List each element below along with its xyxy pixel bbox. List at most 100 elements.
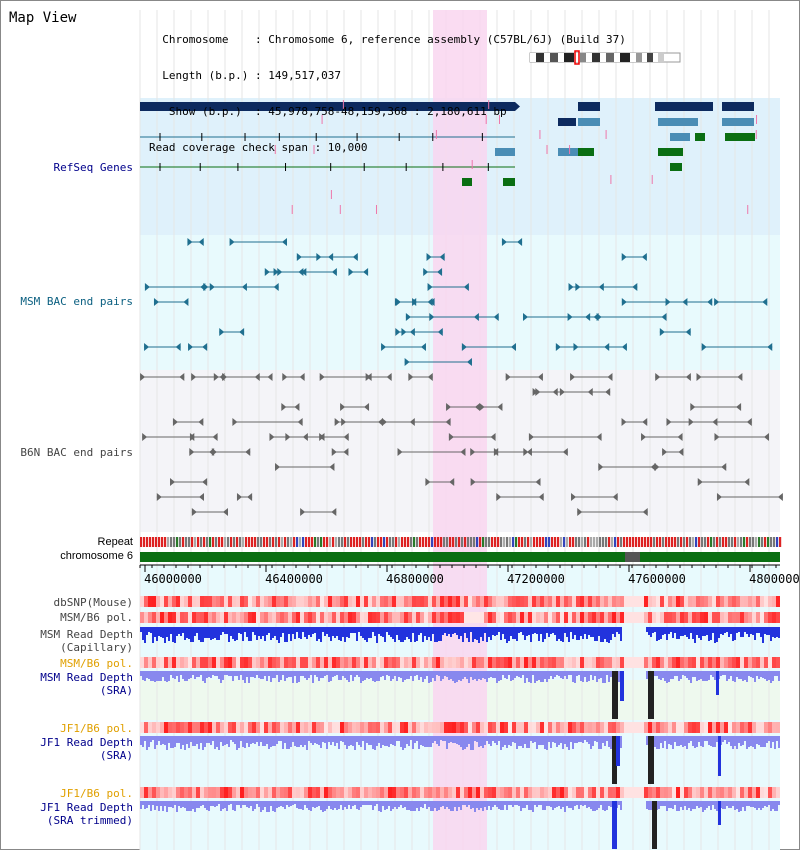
jf1-depth-sra-bar: [428, 736, 430, 747]
msm-depth-sra-bar: [456, 671, 458, 682]
pol-cell: [436, 722, 440, 733]
jf1-depth-trimmed-bar: [176, 801, 178, 812]
pol-cell: [260, 596, 264, 607]
pol-cell: [312, 787, 316, 798]
jf1-depth-trimmed-bar: [676, 801, 678, 811]
repeat-block: [749, 537, 752, 547]
msm-depth-cap-bar: [598, 627, 600, 636]
msm-depth-sra-bar: [596, 671, 598, 682]
pol-cell: [552, 787, 556, 798]
jf1-depth-sra-bar: [748, 736, 750, 747]
msm-depth-sra-bar: [646, 671, 648, 679]
jf1-depth-trimmed-bar: [140, 801, 142, 809]
pol-cell: [720, 596, 724, 607]
jf1-depth-trimmed-bar: [660, 801, 662, 806]
pol-cell: [564, 787, 568, 798]
msm-depth-sra-bar: [582, 671, 584, 682]
pol-cell: [484, 612, 488, 623]
jf1-depth-trimmed-bar: [144, 801, 146, 809]
jf1-depth-sra-bar: [382, 736, 384, 745]
pol-cell: [524, 722, 528, 733]
pol-cell: [680, 612, 684, 623]
jf1-depth-sra-bar: [296, 736, 298, 747]
pol-cell: [700, 657, 704, 668]
jf1-depth-trimmed-bar: [286, 801, 288, 805]
pol-cell: [236, 787, 240, 798]
pol-cell: [620, 787, 624, 798]
pol-cell: [648, 657, 652, 668]
jf1-depth-sra-bar: [280, 736, 282, 741]
track-label-msm-depth-capillary[interactable]: MSM Read Depth (Capillary): [40, 628, 133, 654]
pol-cell: [568, 722, 572, 733]
track-label-jf1-b6-pol-2[interactable]: JF1/B6 pol.: [60, 787, 133, 800]
repeat-block: [380, 537, 383, 547]
pol-cell: [244, 612, 248, 623]
track-label-dbsnp[interactable]: dbSNP(Mouse): [53, 596, 133, 609]
msm-depth-cap-bar: [224, 627, 226, 634]
pol-cell: [484, 722, 488, 733]
pol-cell: [528, 596, 532, 607]
msm-depth-sra-bar: [216, 671, 218, 676]
track-label-jf1-b6-pol-1[interactable]: JF1/B6 pol.: [60, 722, 133, 735]
msm-depth-sra-bar: [422, 671, 424, 682]
chromosome-bar: [140, 552, 780, 562]
pol-cell: [140, 596, 144, 607]
pol-cell: [456, 722, 460, 733]
jf1-depth-trimmed-bar: [380, 801, 382, 812]
pol-cell: [768, 657, 772, 668]
msm-depth-cap-bar: [620, 627, 622, 641]
repeat-block: [494, 537, 497, 547]
track-label-msm-depth-sra[interactable]: MSM Read Depth (SRA): [40, 671, 133, 697]
jf1-depth-sra-bar: [148, 736, 150, 747]
b6n-pair-end: [460, 448, 466, 456]
repeat-block: [644, 537, 647, 547]
pol-cell: [584, 657, 588, 668]
jf1-depth-sra-bar: [526, 736, 528, 748]
jf1-depth-sra-bar: [414, 736, 416, 743]
msm-depth-cap-bar: [696, 627, 698, 635]
jf1-depth-trimmed-bar: [348, 801, 350, 805]
track-label-msm-b6-pol-2[interactable]: MSM/B6 pol.: [60, 657, 133, 670]
track-label-chromosome[interactable]: chromosome 6: [60, 550, 133, 562]
msm-depth-cap-bar: [366, 627, 368, 642]
b6n-pair-end: [662, 448, 668, 456]
repeat-block: [326, 537, 329, 547]
repeat-block: [140, 537, 143, 547]
b6n-pair-end: [642, 508, 648, 516]
msm-depth-sra-bar: [668, 671, 670, 682]
msm-depth-cap-bar: [546, 627, 548, 633]
jf1-depth-sra-bar: [742, 736, 744, 745]
jf1-depth-trimmed-bar: [232, 801, 234, 810]
repeat-block: [527, 537, 530, 547]
jf1-depth-trimmed-bar: [492, 801, 494, 807]
track-label-repeat[interactable]: Repeat: [97, 536, 133, 548]
jf1-depth-trimmed-bar: [702, 801, 704, 812]
jf1-depth-trimmed-bar: [190, 801, 192, 811]
pol-cell: [256, 722, 260, 733]
track-label-b6n-bac[interactable]: B6N BAC end pairs: [20, 446, 133, 459]
track-label-jf1-depth-trimmed[interactable]: JF1 Read Depth (SRA trimmed): [40, 801, 133, 827]
track-label-refseq[interactable]: RefSeq Genes: [53, 161, 133, 174]
msm-pair-end: [301, 268, 307, 276]
pol-cell: [672, 722, 676, 733]
msm-depth-cap-bar: [178, 627, 180, 634]
repeat-block: [416, 537, 419, 547]
pol-cell: [384, 596, 388, 607]
pol-cell: [624, 596, 628, 607]
msm-pair-end: [596, 313, 602, 321]
b6n-pair-end: [650, 463, 656, 471]
track-label-msm-bac[interactable]: MSM BAC end pairs: [20, 295, 133, 308]
msm-depth-cap-bar: [522, 627, 524, 635]
track-label-jf1-depth-sra[interactable]: JF1 Read Depth (SRA): [40, 736, 133, 762]
msm-depth-cap-bar: [218, 627, 220, 640]
track-label-msm-b6-pol-1[interactable]: MSM/B6 pol.: [60, 611, 133, 624]
msm-depth-cap-bar: [140, 627, 142, 632]
jf1-depth-sra-bar: [230, 736, 232, 740]
msm-depth-cap-bar: [270, 627, 272, 640]
jf1-depth-trimmed-bar: [658, 801, 660, 809]
jf1-depth-sra-bar: [196, 736, 198, 744]
jf1-depth-sra-bar: [400, 736, 402, 747]
msm-depth-cap-bar: [296, 627, 298, 632]
repeat-block: [431, 537, 434, 547]
